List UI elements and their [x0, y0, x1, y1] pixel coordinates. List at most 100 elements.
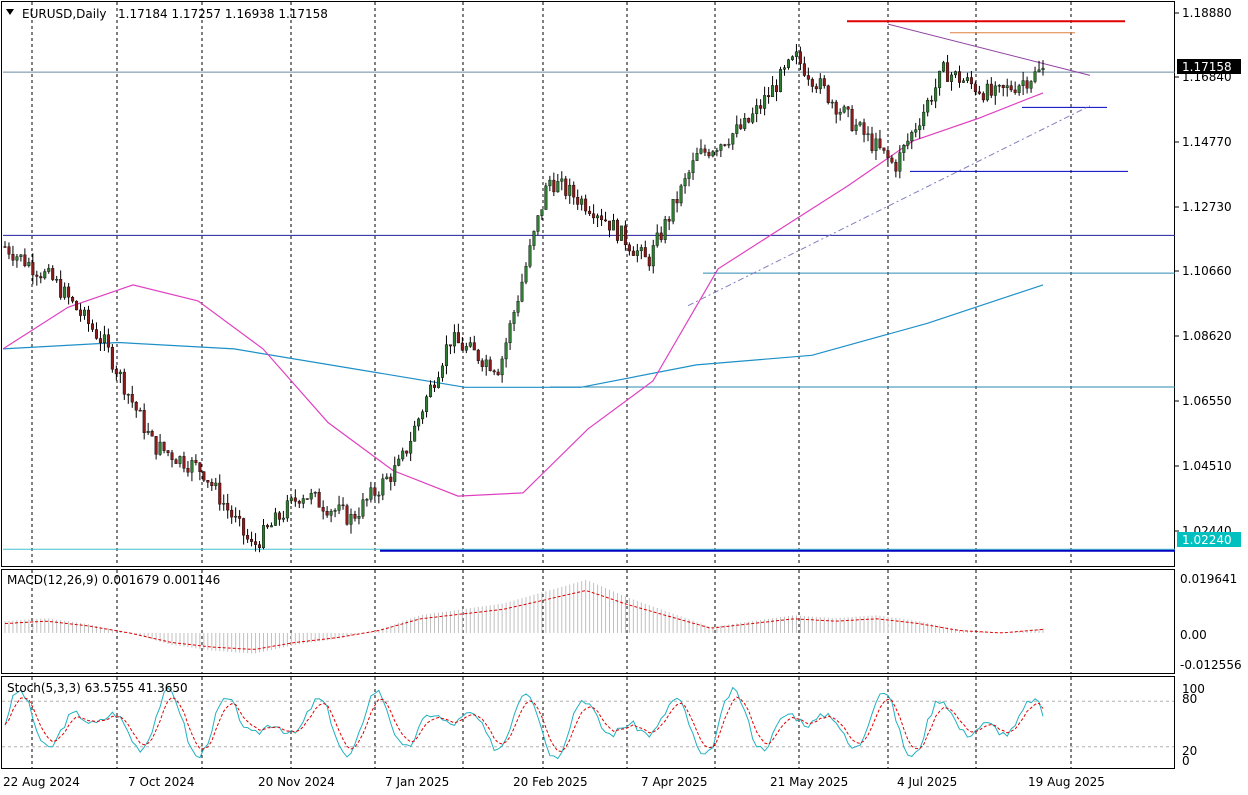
candle-body — [699, 148, 703, 154]
candle-body — [938, 70, 942, 88]
candle-body — [981, 93, 985, 101]
stoch-pane — [1, 676, 1175, 769]
candle-body — [604, 219, 608, 222]
candle-body — [198, 462, 202, 472]
current-price-label: 1.17158 — [1182, 60, 1232, 74]
candle-body — [381, 478, 385, 496]
candle-body — [496, 371, 500, 376]
candle-body — [254, 541, 258, 545]
candle-body — [313, 492, 317, 494]
candle-body — [926, 99, 930, 113]
horizontal-levels — [3, 20, 1175, 552]
candle-body — [902, 145, 906, 153]
candle-body — [1037, 69, 1041, 72]
candle-body — [794, 51, 798, 57]
candle-body — [508, 323, 512, 344]
candle-body — [126, 394, 130, 396]
date-tick-label: 4 Jul 2025 — [897, 775, 957, 789]
candle-body — [226, 502, 230, 511]
candle-body — [965, 77, 969, 81]
candle-body — [15, 256, 19, 261]
candle-body — [584, 198, 588, 212]
candle-body — [532, 231, 536, 246]
candle-body — [580, 198, 584, 205]
candle-body — [961, 80, 965, 83]
candle-body — [269, 525, 273, 528]
marked-level-label: 1.02240 — [1182, 533, 1232, 547]
candle-body — [1021, 80, 1025, 86]
candle-body — [850, 109, 854, 131]
macd-tick-zero: 0.00 — [1180, 628, 1207, 642]
date-tick-label: 20 Feb 2025 — [513, 775, 588, 789]
candle-body — [353, 513, 357, 519]
candle-body — [341, 504, 345, 507]
candle-body — [1009, 85, 1013, 91]
ma-fast-line — [2, 92, 1044, 497]
candle-body — [389, 476, 393, 482]
candle-body — [993, 85, 997, 96]
candle-body — [918, 125, 922, 130]
candle-body — [162, 441, 166, 451]
candle-body — [309, 493, 313, 500]
candle-body — [898, 152, 902, 172]
candle-body — [297, 501, 301, 504]
stoch-tick-20: 20 — [1182, 744, 1197, 758]
candle-body — [611, 219, 615, 231]
candle-body — [985, 83, 989, 101]
date-tick-label: 7 Oct 2024 — [128, 775, 195, 789]
candle-body — [238, 515, 242, 519]
candle-body — [246, 534, 250, 540]
candle-body — [838, 111, 842, 115]
candle-body — [922, 111, 926, 126]
candle-body — [413, 425, 417, 442]
candle-body — [946, 62, 950, 82]
candle-body — [600, 215, 604, 221]
candle-body — [305, 498, 309, 500]
candle-body — [834, 101, 838, 115]
price-tick-label: 1.08620 — [1182, 329, 1232, 343]
candle-body — [401, 450, 405, 460]
candle-body — [862, 122, 866, 135]
candle-body — [71, 297, 75, 302]
candle-body — [1029, 81, 1033, 89]
candle-body — [35, 274, 39, 277]
candle-body — [429, 384, 433, 397]
candle-body — [27, 262, 31, 266]
candle-body — [1013, 89, 1017, 93]
candle-body — [452, 332, 456, 347]
candle-body — [878, 138, 882, 149]
candle-body — [59, 279, 63, 298]
candle-body — [997, 85, 1001, 87]
candle-body — [743, 117, 747, 129]
candle-body — [178, 456, 182, 464]
candle-body — [87, 309, 91, 324]
candle-body — [914, 129, 918, 133]
candle-body — [667, 218, 671, 222]
macd-pane — [1, 569, 1175, 674]
candle-body — [751, 113, 755, 123]
candle-body — [973, 83, 977, 93]
symbol-dropdown-icon[interactable] — [6, 9, 14, 15]
candle-body — [293, 497, 297, 502]
candle-body — [385, 476, 389, 480]
candle-body — [663, 218, 667, 240]
candle-body — [516, 300, 520, 313]
price-tick-label: 1.18880 — [1182, 6, 1232, 20]
candle-body — [369, 487, 373, 500]
candle-body — [767, 95, 771, 98]
moving-averages — [2, 92, 1044, 497]
candle-body — [639, 247, 643, 251]
candle-body — [806, 75, 810, 80]
current-price-box — [1177, 59, 1241, 74]
candle-body — [623, 225, 627, 246]
candle-body — [480, 360, 484, 367]
stoch-tick-100: 100 — [1182, 682, 1205, 696]
candle-body — [755, 105, 759, 115]
candle-body — [763, 95, 767, 109]
candle-body — [488, 359, 492, 371]
candle-body — [683, 178, 687, 187]
candle-body — [882, 147, 886, 151]
macd-histogram — [4, 580, 1044, 654]
candle-body — [524, 265, 528, 283]
